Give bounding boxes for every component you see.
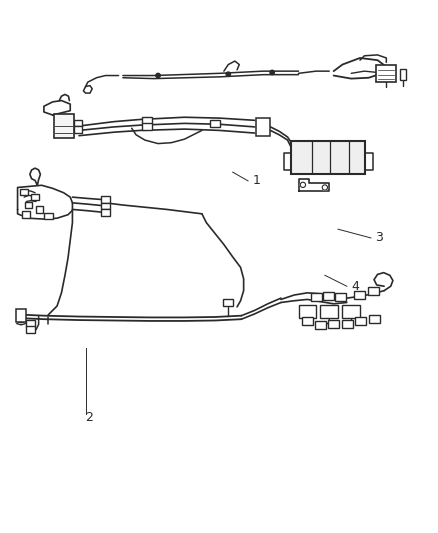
- Bar: [342, 305, 359, 318]
- Bar: [301, 317, 312, 325]
- Bar: [16, 309, 26, 322]
- Bar: [354, 290, 364, 298]
- Bar: [368, 315, 378, 323]
- Bar: [25, 202, 32, 208]
- Bar: [35, 206, 43, 213]
- Bar: [142, 123, 152, 131]
- Bar: [367, 287, 378, 295]
- Bar: [142, 117, 152, 124]
- Bar: [20, 189, 28, 195]
- Circle shape: [226, 72, 230, 76]
- Text: 1: 1: [252, 174, 260, 188]
- Bar: [291, 141, 364, 174]
- Bar: [399, 69, 406, 80]
- Bar: [210, 120, 219, 127]
- Bar: [22, 212, 30, 218]
- Bar: [322, 293, 333, 300]
- Bar: [355, 317, 365, 325]
- Bar: [74, 120, 82, 126]
- Circle shape: [321, 185, 327, 190]
- Bar: [320, 305, 337, 318]
- Text: 4: 4: [350, 280, 358, 293]
- Circle shape: [269, 70, 274, 75]
- Bar: [335, 293, 346, 301]
- Circle shape: [300, 182, 305, 188]
- Text: 3: 3: [374, 231, 382, 245]
- Bar: [26, 320, 35, 327]
- Bar: [342, 320, 353, 327]
- Circle shape: [155, 74, 160, 78]
- Bar: [314, 321, 325, 329]
- Bar: [310, 293, 321, 301]
- Bar: [44, 213, 53, 219]
- Bar: [256, 118, 270, 136]
- Bar: [328, 320, 339, 327]
- Bar: [298, 305, 315, 318]
- Text: 2: 2: [85, 411, 93, 424]
- Bar: [223, 298, 233, 306]
- Bar: [74, 126, 82, 133]
- Bar: [101, 203, 110, 209]
- Bar: [101, 209, 110, 216]
- Bar: [26, 326, 35, 333]
- Bar: [376, 64, 396, 82]
- Bar: [101, 197, 110, 203]
- Bar: [53, 114, 73, 138]
- Bar: [31, 194, 39, 200]
